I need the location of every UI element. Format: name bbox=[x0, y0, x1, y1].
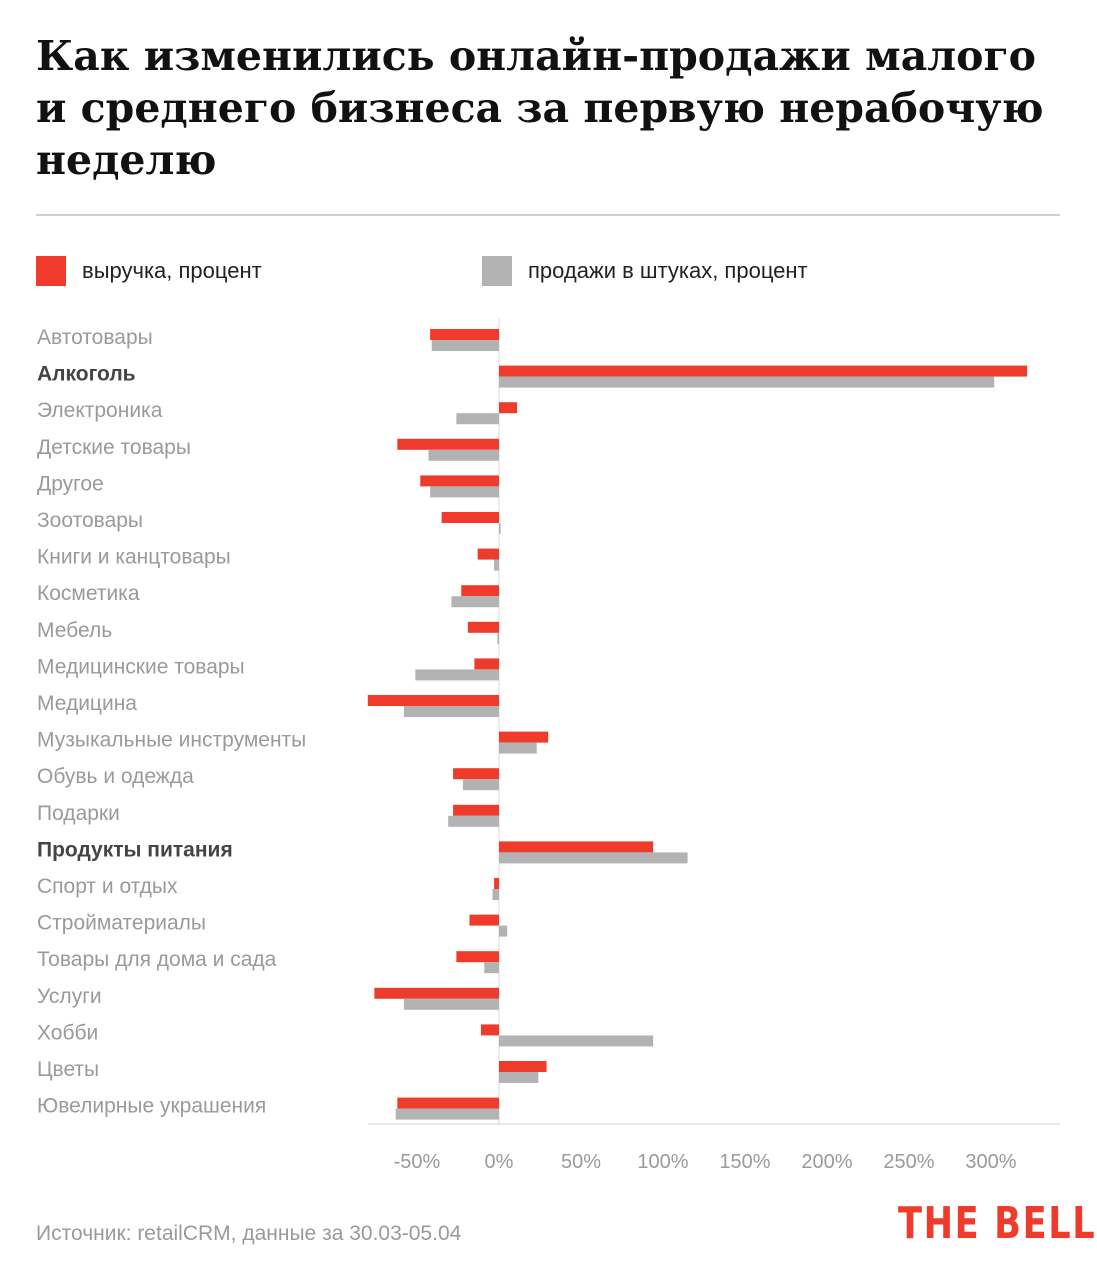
category-label: Музыкальные инструменты bbox=[37, 729, 306, 752]
x-tick-label: 50% bbox=[561, 1151, 601, 1173]
revenue-bar bbox=[499, 841, 654, 853]
category-label: Ювелирные украшения bbox=[37, 1095, 266, 1118]
revenue-bar bbox=[499, 1061, 547, 1072]
category-label: Спорт и отдых bbox=[37, 875, 178, 898]
units-bar bbox=[499, 1035, 654, 1047]
revenue-bar bbox=[397, 1097, 499, 1109]
units-bar bbox=[494, 559, 499, 571]
x-tick-label: -50% bbox=[394, 1151, 441, 1173]
category-label: Косметика bbox=[37, 582, 140, 605]
revenue-bar bbox=[441, 512, 499, 523]
units-bar bbox=[415, 669, 499, 681]
source-note: Источник: retailCRM, данные за 30.03-05.… bbox=[36, 1222, 462, 1245]
units-bar bbox=[448, 815, 499, 827]
revenue-bar bbox=[397, 438, 499, 450]
revenue-bar bbox=[469, 914, 499, 926]
revenue-bar bbox=[367, 695, 499, 706]
x-tick-label: 150% bbox=[719, 1151, 770, 1173]
units-bar bbox=[499, 523, 501, 534]
category-label: Цветы bbox=[37, 1058, 99, 1081]
units-bar bbox=[462, 779, 499, 791]
revenue-bar bbox=[374, 987, 499, 999]
units-bar bbox=[499, 1072, 539, 1083]
category-label: Мебель bbox=[37, 619, 112, 642]
revenue-bar bbox=[453, 768, 499, 780]
x-tick-label: 200% bbox=[801, 1151, 852, 1173]
brand-logo: THE BELL bbox=[898, 1198, 1097, 1249]
category-label: Продукты питания bbox=[37, 838, 233, 861]
revenue-bar bbox=[430, 329, 499, 340]
units-bar bbox=[499, 852, 688, 864]
units-bar bbox=[499, 925, 508, 937]
category-label: Зоотовары bbox=[37, 509, 143, 532]
revenue-bar bbox=[474, 658, 499, 670]
units-bar bbox=[430, 486, 499, 498]
revenue-bar bbox=[499, 365, 1028, 377]
legend-label-units: продажи в штуках, процент bbox=[528, 258, 808, 283]
units-bar bbox=[428, 449, 499, 461]
legend-label-revenue: выручка, процент bbox=[82, 258, 262, 283]
category-label: Услуги bbox=[37, 985, 102, 1008]
category-label: Стройматериалы bbox=[37, 912, 206, 935]
revenue-bar bbox=[456, 951, 499, 963]
revenue-bar bbox=[420, 475, 499, 487]
revenue-bar bbox=[499, 731, 549, 743]
chart-title: Как изменились онлайн-продажи малого и с… bbox=[36, 32, 1044, 184]
revenue-bar bbox=[480, 1024, 499, 1036]
category-label: Алкоголь bbox=[37, 363, 136, 386]
units-bar bbox=[403, 706, 499, 717]
revenue-bar bbox=[467, 621, 499, 633]
revenue-bar bbox=[499, 402, 518, 414]
category-label: Хобби bbox=[37, 1021, 98, 1044]
divider bbox=[36, 214, 1060, 216]
units-bar bbox=[499, 376, 995, 388]
units-bar bbox=[403, 998, 499, 1010]
units-bar bbox=[492, 889, 499, 900]
category-label: Медицина bbox=[37, 692, 137, 715]
units-bar bbox=[431, 340, 499, 351]
units-bar bbox=[451, 596, 499, 608]
revenue-bar bbox=[494, 878, 499, 889]
category-label: Детские товары bbox=[37, 436, 191, 459]
revenue-bar bbox=[477, 548, 499, 560]
category-label: Медицинские товары bbox=[37, 655, 245, 678]
x-tick-label: 300% bbox=[965, 1151, 1016, 1173]
legend-swatch-revenue bbox=[36, 256, 66, 286]
bar-chart: Автотовары Алкоголь Электроника Детские тов… bbox=[37, 318, 1060, 1173]
category-label: Другое bbox=[37, 472, 104, 495]
category-label: Книги и канцтовары bbox=[37, 546, 231, 569]
units-bar bbox=[484, 962, 499, 974]
units-bar bbox=[499, 742, 537, 754]
x-tick-label: 0% bbox=[485, 1151, 514, 1173]
units-bar bbox=[497, 632, 499, 644]
category-label: Обувь и одежда bbox=[37, 765, 194, 788]
x-tick-label: 100% bbox=[637, 1151, 688, 1173]
legend-item-revenue: выручка, процент bbox=[36, 256, 262, 286]
units-bar bbox=[395, 1108, 499, 1120]
x-tick-label: 250% bbox=[883, 1151, 934, 1173]
revenue-bar bbox=[453, 804, 499, 816]
units-bar bbox=[456, 413, 499, 425]
category-label: Подарки bbox=[37, 802, 120, 825]
category-label: Товары для дома и сада bbox=[37, 948, 277, 971]
category-label: Автотовары bbox=[37, 326, 153, 349]
revenue-bar bbox=[461, 585, 499, 597]
legend-swatch-units bbox=[482, 256, 512, 286]
legend-item-units: продажи в штуках, процент bbox=[482, 256, 808, 286]
category-label: Электроника bbox=[37, 399, 163, 422]
